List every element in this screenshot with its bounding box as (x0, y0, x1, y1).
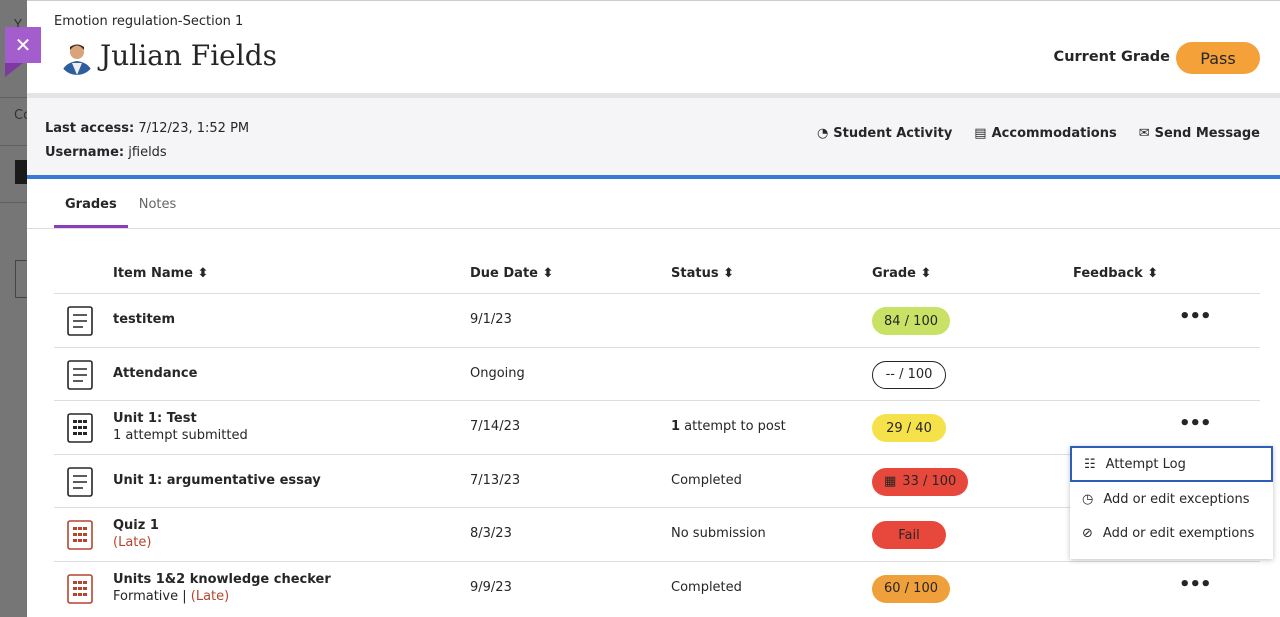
grade-pill[interactable]: ▦ 33 / 100 (872, 467, 969, 496)
grade-pill[interactable]: -- / 100 (872, 360, 946, 389)
table-row[interactable]: Units 1&2 knowledge checker Formative | (… (54, 560, 1260, 615)
test-icon (67, 573, 93, 604)
column-item-name[interactable]: Item Name ⬍ (113, 266, 209, 281)
attempt-log-icon: ☷ (1084, 456, 1096, 472)
column-grade[interactable]: Grade ⬍ (872, 266, 932, 281)
due-date: 7/14/23 (470, 419, 521, 434)
last-access-label: Last access: (45, 121, 135, 136)
calendar-check-icon (67, 359, 93, 390)
menu-item-attempt-log[interactable]: ☷ Attempt Log (1070, 446, 1273, 482)
item-name[interactable]: Unit 1: Test (113, 411, 197, 426)
status: No submission (671, 526, 766, 541)
table-row[interactable]: Attendance Ongoing -- / 100 (54, 346, 1260, 401)
due-date: 7/13/23 (470, 472, 521, 488)
last-access-value: 7/12/23, 1:52 PM (138, 121, 250, 136)
table-row[interactable]: testitem 9/1/23 84 / 100 ••• (54, 293, 1260, 347)
item-name[interactable]: Attendance (113, 365, 198, 381)
menu-item-exemptions[interactable]: ⊘ Add or edit exemptions (1082, 525, 1255, 541)
course-title: Emotion regulation-Section 1 (54, 14, 244, 29)
student-grades-panel: Emotion regulation-Section 1 Julian Fiel… (27, 0, 1280, 617)
column-status[interactable]: Status ⬍ (671, 266, 734, 281)
tab-grades[interactable]: Grades (54, 183, 128, 228)
bg-text: Y (14, 18, 22, 33)
tab-notes[interactable]: Notes (138, 197, 177, 212)
send-message-button[interactable]: ✉ Send Message (1138, 126, 1260, 141)
current-grade-label: Current Grade (1053, 49, 1170, 65)
student-activity-button[interactable]: ◔ Student Activity (816, 126, 953, 141)
accommodations-button[interactable]: ▤ Accommodations (974, 126, 1117, 141)
table-row[interactable]: Unit 1: Test 1 attempt submitted 7/14/23 1… (54, 400, 1260, 454)
column-due-date[interactable]: Due Date ⬍ (470, 266, 554, 281)
assignment-icon (67, 306, 93, 336)
table-row[interactable]: Quiz 1 (Late) 8/3/23 No submission Fail (54, 507, 1260, 561)
rubric-icon: ▦ (884, 474, 897, 489)
student-name: Julian Fields (100, 39, 277, 72)
test-icon (67, 520, 93, 550)
due-date: 9/9/23 (470, 579, 512, 595)
item-name[interactable]: testitem (113, 312, 176, 327)
student-info: Last access: 7/12/23, 1:52 PM Username: … (27, 98, 1280, 179)
due-date: Ongoing (470, 365, 525, 381)
due-date: 9/1/23 (470, 312, 512, 327)
close-button[interactable]: ✕ (5, 27, 41, 63)
item-subtitle: (Late) (113, 535, 152, 550)
avatar (59, 39, 95, 75)
menu-item-exceptions[interactable]: ◷ Add or edit exceptions (1082, 491, 1250, 507)
grade-pill[interactable]: 29 / 40 (872, 414, 946, 442)
username-label: Username: (45, 145, 125, 160)
document-icon: ▤ (974, 126, 987, 141)
item-subtitle: Formative | (Late) (113, 588, 230, 604)
grade-pill[interactable]: Fail (872, 521, 946, 549)
more-options-button[interactable]: ••• (1179, 306, 1212, 327)
item-subtitle: 1 attempt submitted (113, 428, 248, 443)
table-row[interactable]: Unit 1: argumentative essay 7/13/23 Compl… (54, 453, 1260, 508)
item-name[interactable]: Units 1&2 knowledge checker (113, 571, 331, 587)
due-date: 8/3/23 (470, 526, 512, 541)
checklist-icon (67, 466, 93, 497)
background-page: Y Co (0, 0, 31, 617)
grade-pill[interactable]: 60 / 100 (872, 574, 950, 603)
status: Completed (671, 579, 742, 595)
grade-pill[interactable]: 84 / 100 (872, 307, 950, 335)
item-name[interactable]: Quiz 1 (113, 518, 159, 533)
row-actions-menu: ☷ Attempt Log ◷ Add or edit exceptions ⊘ Ad… (1070, 446, 1273, 559)
bg-text: Co (14, 108, 32, 123)
status: Completed (671, 472, 742, 488)
more-options-button[interactable]: ••• (1179, 573, 1212, 595)
status: 1 attempt to post (671, 419, 786, 434)
clock-icon: ◷ (1082, 491, 1094, 507)
current-grade-badge[interactable]: Pass (1176, 42, 1260, 74)
exempt-icon: ⊘ (1082, 525, 1093, 541)
activity-icon: ◔ (816, 126, 829, 141)
username-value: jfields (128, 145, 167, 160)
test-icon (67, 413, 93, 443)
more-options-button[interactable]: ••• (1179, 413, 1212, 434)
item-name[interactable]: Unit 1: argumentative essay (113, 472, 321, 488)
envelope-icon: ✉ (1138, 126, 1150, 141)
column-feedback[interactable]: Feedback ⬍ (1073, 266, 1159, 281)
